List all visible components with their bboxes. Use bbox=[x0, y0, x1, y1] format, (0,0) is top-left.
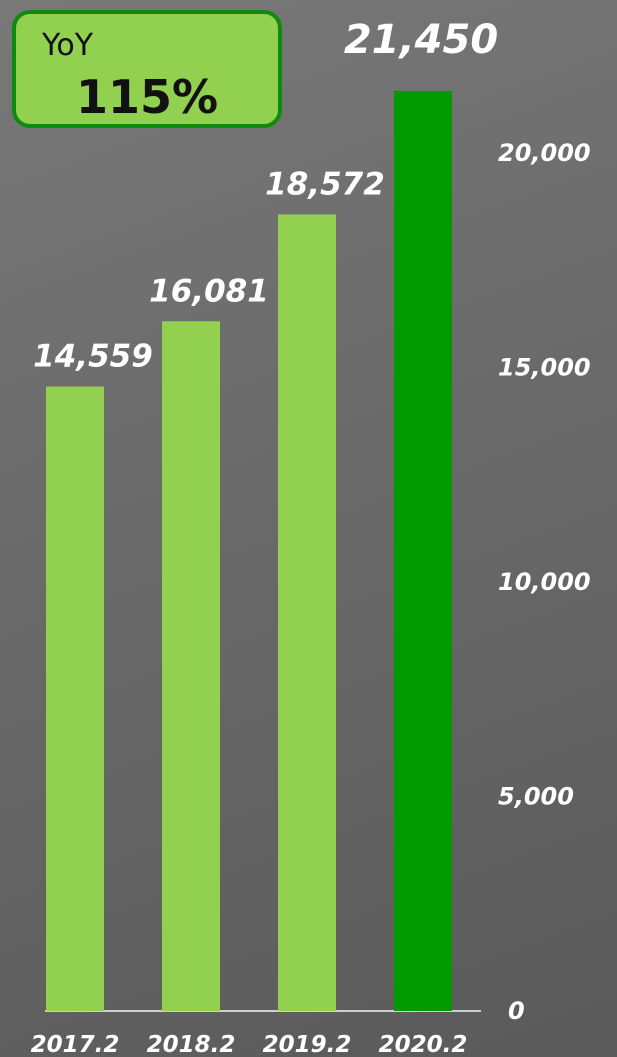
yoy-badge: YoY 115% bbox=[12, 10, 282, 128]
bar-2020.2 bbox=[394, 91, 452, 1011]
value-label-2017.2: 14,559 bbox=[33, 339, 153, 375]
yoy-label: YoY bbox=[42, 28, 94, 63]
value-label-2018.2: 16,081 bbox=[149, 273, 269, 309]
bar-2019.2 bbox=[278, 214, 336, 1011]
bar-2018.2 bbox=[162, 321, 220, 1011]
category-label-2019.2: 2019.2 bbox=[263, 1032, 352, 1057]
category-label-2017.2: 2017.2 bbox=[31, 1032, 120, 1057]
value-label-2020.2: 21,450 bbox=[344, 17, 498, 63]
y-tick-label: 5,000 bbox=[498, 783, 574, 811]
y-tick-label: 20,000 bbox=[498, 139, 591, 167]
y-tick-label: 10,000 bbox=[498, 568, 591, 596]
y-tick-label: 0 bbox=[508, 997, 525, 1025]
category-label-2018.2: 2018.2 bbox=[147, 1032, 236, 1057]
category-label-2020.2: 2020.2 bbox=[379, 1032, 468, 1057]
bar-2017.2 bbox=[46, 386, 104, 1011]
value-label-2019.2: 18,572 bbox=[265, 166, 385, 202]
yoy-value: 115% bbox=[76, 70, 219, 124]
y-tick-label: 15,000 bbox=[498, 354, 591, 382]
